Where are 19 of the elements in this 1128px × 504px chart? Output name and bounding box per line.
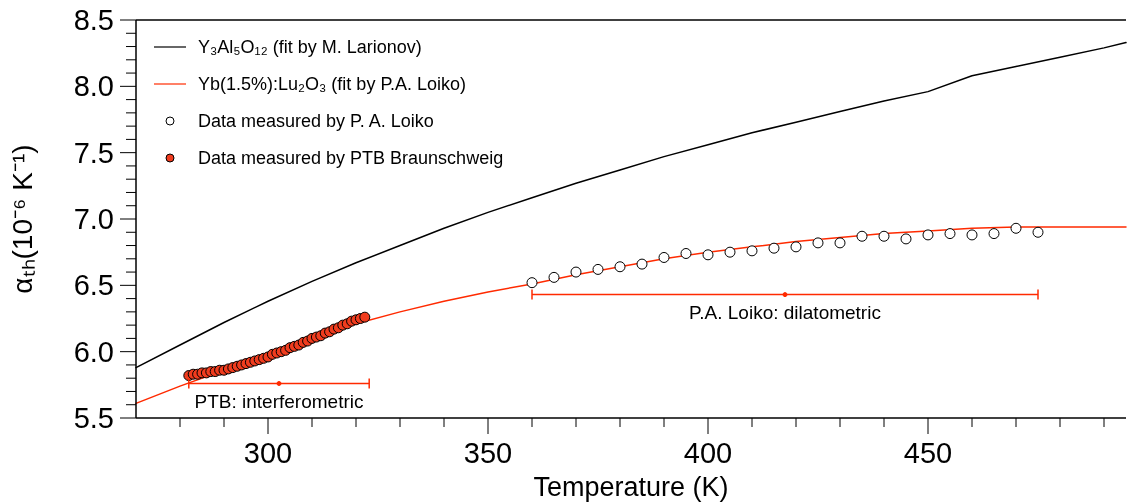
legend-label: Y₃Al₅O₁₂ (fit by M. Larionov) bbox=[198, 37, 422, 57]
annotation: PTB: interferometric bbox=[194, 390, 364, 412]
x-tick-label: 300 bbox=[243, 437, 293, 469]
y-tick-label: 8.5 bbox=[73, 4, 114, 36]
annotation: P.A. Loiko: dilatometric bbox=[689, 301, 881, 323]
y-tick-label: 7.0 bbox=[73, 203, 114, 235]
y-tick-label: 8.0 bbox=[73, 70, 114, 103]
legend-label: Yb(1.5%):Lu₂O₃ (fit by P.A. Loiko) bbox=[198, 74, 467, 94]
y-tick-label: 6.0 bbox=[73, 335, 114, 368]
legend-label: Data measured by PTB Braunschweig bbox=[198, 148, 504, 168]
y-axis-title: αₜₕ(10⁻⁶ K⁻¹) bbox=[7, 144, 38, 294]
x-tick-label: 450 bbox=[903, 437, 953, 469]
y-tick-label: 7.5 bbox=[73, 136, 114, 169]
x-axis-title: Temperature (K) bbox=[533, 472, 729, 502]
y-tick-label: 6.5 bbox=[73, 269, 114, 302]
y-tick-label: 5.5 bbox=[73, 402, 114, 434]
legend-label: Data measured by P. A. Loiko bbox=[198, 111, 434, 131]
x-tick-label: 400 bbox=[683, 437, 733, 469]
x-tick-label: 350 bbox=[463, 437, 513, 469]
